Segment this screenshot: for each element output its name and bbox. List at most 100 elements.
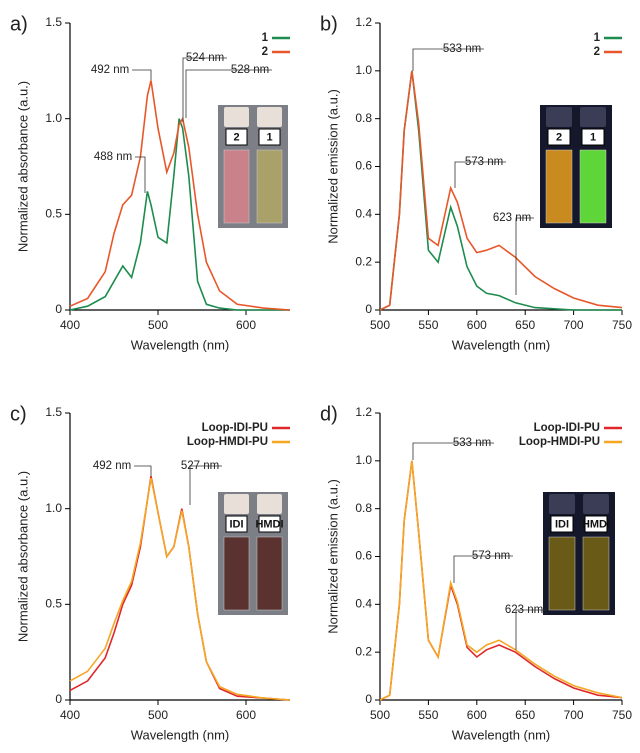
annotation-leader <box>134 465 152 476</box>
legend-label: 2 <box>262 46 268 58</box>
y-tick-label: 0.8 <box>355 501 372 515</box>
panel-label: c) <box>10 403 27 425</box>
y-tick-label: 0.5 <box>45 207 62 221</box>
inset-label: 1 <box>266 131 272 143</box>
legend-label: 1 <box>262 32 269 44</box>
annotation-leader <box>412 48 484 71</box>
y-tick-label: 0 <box>55 302 62 316</box>
x-tick-label: 600 <box>467 708 487 722</box>
cuvette-cap <box>257 494 282 514</box>
x-tick-label: 600 <box>236 708 256 722</box>
x-tick-label: 500 <box>148 318 168 332</box>
legend-label: Loop-HMDI-PU <box>519 436 600 448</box>
panel-label: b) <box>320 13 338 35</box>
inset-label: 1 <box>590 131 596 143</box>
y-tick-label: 0.2 <box>355 644 372 658</box>
cuvette-cap <box>583 494 609 514</box>
cuvette-tag <box>258 515 281 533</box>
cuvette-tag <box>225 128 248 146</box>
inset-label: 2 <box>233 131 239 143</box>
annotation: 492 nm <box>91 64 129 76</box>
y-axis-label: Normalized emission (a.u.) <box>325 89 340 244</box>
cuvette <box>579 149 607 224</box>
y-tick-label: 0 <box>365 302 372 316</box>
legend-label: Loop-IDI-PU <box>534 422 600 434</box>
series-line <box>379 460 623 701</box>
annotation-leader <box>182 57 227 122</box>
inset-label: HMDI <box>255 518 283 530</box>
x-tick-label: 500 <box>370 708 390 722</box>
cuvette <box>256 536 283 611</box>
cuvette-tag <box>581 128 605 146</box>
y-tick-label: 1.0 <box>45 501 62 515</box>
y-tick-label: 1.0 <box>355 63 372 77</box>
annotation: 623 nm <box>493 212 531 224</box>
annotation-leader <box>453 555 513 583</box>
series-line <box>69 80 291 311</box>
y-tick-label: 0.6 <box>355 549 372 563</box>
y-axis-label: Normalized absorbance (a.u.) <box>15 81 30 252</box>
x-tick-label: 750 <box>612 318 632 332</box>
y-tick-label: 0 <box>365 692 372 706</box>
y-tick-label: 0 <box>55 692 62 706</box>
cuvette-cap <box>224 494 249 514</box>
x-tick-label: 700 <box>564 708 584 722</box>
cuvette-cap <box>224 107 249 127</box>
y-tick-label: 1.5 <box>45 15 62 29</box>
x-axis-label: Wavelength (nm) <box>131 337 230 352</box>
annotation: 488 nm <box>94 151 132 163</box>
cuvette <box>223 149 250 224</box>
annotation-leader <box>515 217 534 295</box>
y-axis-label: Normalized absorbance (a.u.) <box>15 471 30 642</box>
y-tick-label: 0.5 <box>45 597 62 611</box>
cuvette <box>582 536 610 611</box>
x-tick-label: 550 <box>418 318 438 332</box>
series-line <box>379 70 623 311</box>
annotation-leader <box>185 69 272 118</box>
x-tick-label: 400 <box>60 708 80 722</box>
inset-label: IDI <box>229 518 243 530</box>
cuvette <box>223 536 250 611</box>
cuvette-tag <box>547 128 571 146</box>
x-axis-label: Wavelength (nm) <box>452 337 551 352</box>
y-axis-label: Normalized emission (a.u.) <box>325 479 340 634</box>
annotation-leader <box>412 442 494 460</box>
x-tick-label: 550 <box>418 708 438 722</box>
legend-label: Loop-IDI-PU <box>202 422 268 434</box>
y-tick-label: 1.0 <box>45 111 62 125</box>
annotation-leader <box>132 69 152 80</box>
x-axis-label: Wavelength (nm) <box>452 727 551 742</box>
cuvette <box>256 149 283 224</box>
cuvette <box>545 149 573 224</box>
y-tick-label: 0.8 <box>355 111 372 125</box>
series-line <box>69 118 290 311</box>
x-tick-label: 650 <box>515 708 535 722</box>
y-tick-label: 0.6 <box>355 159 372 173</box>
annotation: 492 nm <box>93 460 131 472</box>
x-tick-label: 700 <box>564 318 584 332</box>
y-tick-label: 1.0 <box>355 453 372 467</box>
x-tick-label: 500 <box>148 708 168 722</box>
annotation-leader <box>454 161 506 188</box>
x-tick-label: 600 <box>467 318 487 332</box>
cuvette-tag <box>225 515 248 533</box>
inset-label: IDI <box>555 518 569 530</box>
y-tick-label: 1.5 <box>45 405 62 419</box>
x-tick-label: 400 <box>60 318 80 332</box>
cuvette-cap <box>546 107 572 127</box>
x-tick-label: 750 <box>612 708 632 722</box>
inset-label: HMDI <box>582 518 610 530</box>
y-tick-label: 0.4 <box>355 207 372 221</box>
annotation-leader <box>135 156 146 193</box>
x-tick-label: 600 <box>236 318 256 332</box>
inset-label: 2 <box>556 131 562 143</box>
y-tick-label: 1.2 <box>355 15 372 29</box>
cuvette-cap <box>257 107 282 127</box>
y-tick-label: 0.2 <box>355 254 372 268</box>
cuvette-tag <box>584 515 608 533</box>
legend-label: 1 <box>594 32 601 44</box>
panel-label: a) <box>10 13 28 35</box>
cuvette-tag <box>258 128 281 146</box>
legend-label: 2 <box>594 46 600 58</box>
